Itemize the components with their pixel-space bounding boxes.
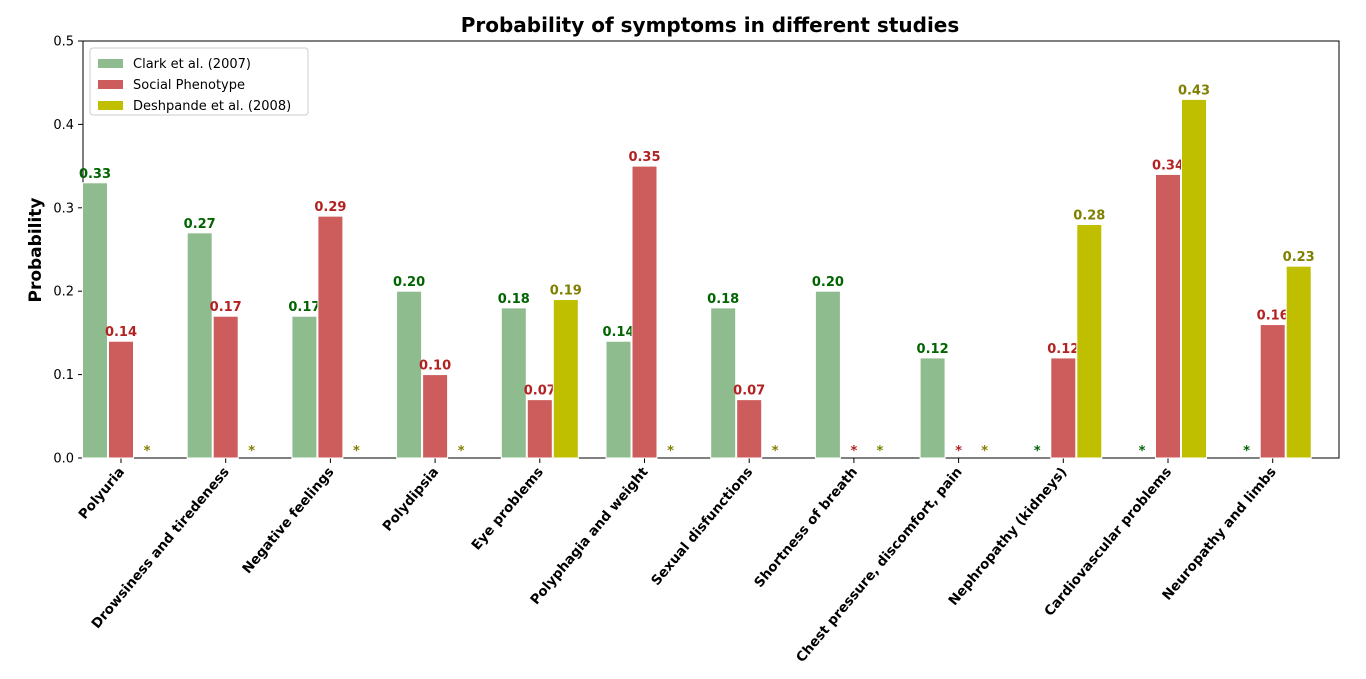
y-tick-label: 0.3 — [53, 201, 74, 216]
bar — [736, 399, 763, 459]
missing-marker: * — [667, 444, 674, 459]
missing-marker: * — [876, 444, 883, 459]
bar — [919, 357, 946, 459]
bar — [396, 290, 423, 459]
data-label: 0.28 — [1073, 208, 1105, 223]
data-label: 0.10 — [419, 359, 451, 374]
data-label: 0.07 — [733, 384, 765, 399]
missing-marker: * — [1139, 444, 1146, 459]
bar — [814, 290, 841, 459]
missing-marker: * — [850, 444, 857, 459]
missing-marker: * — [458, 444, 465, 459]
y-axis-label: Probability — [26, 197, 46, 302]
legend-swatch — [98, 101, 123, 110]
legend-label: Clark et al. (2007) — [133, 57, 251, 72]
data-label: 0.17 — [288, 300, 320, 315]
data-label: 0.35 — [628, 150, 660, 165]
missing-marker: * — [248, 444, 255, 459]
y-tick-label: 0.4 — [53, 118, 74, 133]
bar — [82, 182, 108, 459]
bar — [108, 340, 134, 459]
bar — [1076, 223, 1103, 459]
bar — [500, 307, 527, 459]
data-label: 0.17 — [210, 300, 242, 315]
missing-marker: * — [1034, 444, 1041, 459]
data-label: 0.14 — [602, 325, 634, 340]
missing-marker: * — [955, 444, 962, 459]
data-label: 0.27 — [184, 217, 216, 232]
legend-box — [89, 47, 309, 116]
bar — [422, 374, 449, 459]
x-tick-label: Chest pressure, discomfort, pain — [793, 464, 966, 665]
data-label: 0.23 — [1283, 250, 1315, 265]
bar — [291, 315, 318, 459]
data-label: 0.43 — [1178, 83, 1210, 98]
bar — [631, 165, 658, 459]
bar — [186, 232, 213, 459]
data-label: 0.33 — [79, 167, 111, 182]
bar — [212, 315, 239, 459]
data-label: 0.12 — [917, 342, 949, 357]
bar — [317, 215, 344, 459]
missing-marker: * — [144, 444, 151, 459]
bar — [1181, 98, 1207, 459]
bar — [526, 399, 553, 459]
x-tick-label: Polydipsia — [380, 464, 443, 534]
data-label: 0.07 — [524, 384, 556, 399]
missing-marker: * — [981, 444, 988, 459]
data-label: 0.19 — [550, 284, 582, 299]
bar — [605, 340, 632, 459]
legend-swatch — [98, 59, 123, 68]
bar — [1259, 324, 1286, 459]
x-tick-label: Shortness of breath — [751, 464, 861, 591]
missing-marker: * — [353, 444, 360, 459]
data-label: 0.18 — [498, 292, 530, 307]
y-tick-label: 0.5 — [53, 35, 74, 50]
plot-area: 0.00.10.20.30.40.5Polyuria0.330.14*Drows… — [53, 35, 1340, 666]
y-tick-label: 0.1 — [53, 368, 74, 383]
missing-marker: * — [772, 444, 779, 459]
data-label: 0.34 — [1152, 158, 1184, 173]
x-tick-label: Polyphagia and weight — [527, 464, 652, 608]
x-tick-label: Neuropathy and limbs — [1159, 464, 1280, 603]
x-tick-label: Negative feelings — [239, 464, 337, 577]
data-label: 0.20 — [812, 275, 844, 290]
legend: Clark et al. (2007) Social Phenotype Deshp… — [89, 47, 309, 116]
y-tick-label: 0.0 — [53, 452, 74, 467]
data-label: 0.18 — [707, 292, 739, 307]
bar — [1285, 265, 1312, 459]
data-label: 0.12 — [1047, 342, 1079, 357]
x-tick-label: Cardiovascular problems — [1041, 464, 1175, 619]
x-tick-label: Polyuria — [76, 464, 129, 522]
data-label: 0.14 — [105, 325, 137, 340]
x-tick-label: Nephropathy (kidneys) — [945, 464, 1070, 609]
data-label: 0.29 — [314, 200, 346, 215]
x-tick-label: Eye problems — [468, 464, 546, 553]
bar — [710, 307, 737, 459]
missing-marker: * — [1243, 444, 1250, 459]
chart-title: Probability of symptoms in different stu… — [461, 13, 960, 37]
y-tick-label: 0.2 — [53, 285, 74, 300]
data-label: 0.20 — [393, 275, 425, 290]
legend-label: Deshpande et al. (2008) — [133, 99, 291, 114]
bar — [1155, 173, 1181, 459]
x-tick-label: Sexual disfunctions — [648, 464, 756, 588]
data-label: 0.16 — [1257, 309, 1289, 324]
bar — [552, 299, 579, 459]
legend-label: Social Phenotype — [133, 78, 245, 93]
legend-swatch — [98, 80, 123, 89]
bar — [1050, 357, 1077, 459]
